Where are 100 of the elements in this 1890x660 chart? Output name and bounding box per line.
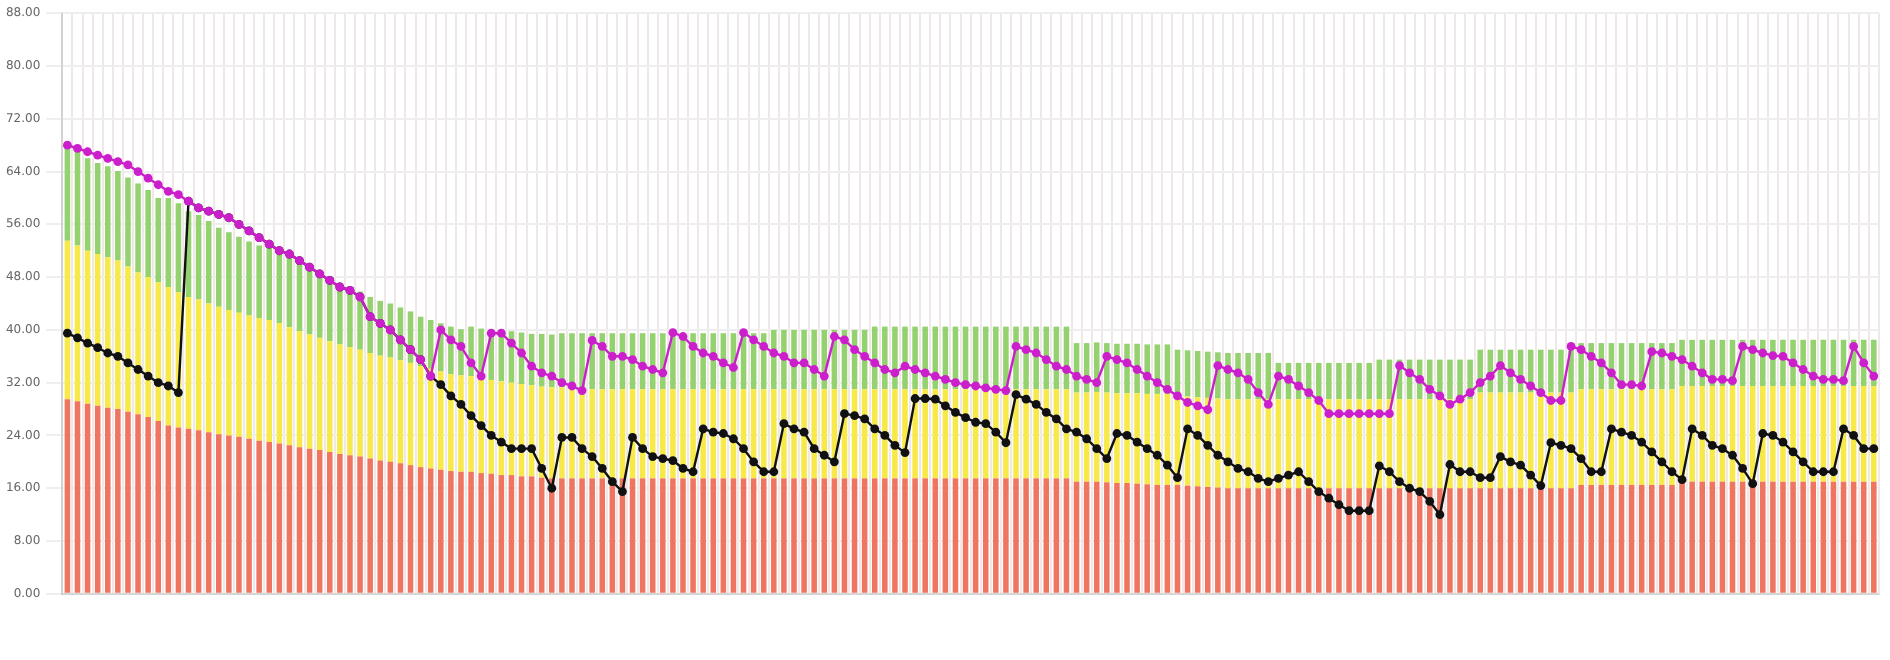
bar bbox=[226, 435, 232, 593]
bar bbox=[549, 478, 555, 593]
bar bbox=[175, 427, 182, 593]
bar bbox=[1497, 488, 1504, 593]
bar bbox=[316, 337, 323, 450]
bar bbox=[296, 331, 303, 448]
bar bbox=[569, 478, 575, 593]
bar bbox=[1426, 399, 1433, 489]
bar bbox=[104, 257, 111, 408]
bar bbox=[327, 451, 333, 593]
bar bbox=[700, 478, 706, 593]
bar bbox=[185, 296, 192, 429]
bar bbox=[1770, 385, 1776, 482]
bar bbox=[195, 430, 202, 593]
bar bbox=[649, 478, 656, 593]
bar bbox=[1568, 392, 1574, 489]
bar bbox=[246, 438, 252, 593]
bar bbox=[912, 478, 918, 593]
bar bbox=[135, 272, 141, 415]
bar bbox=[1194, 486, 1201, 593]
bar bbox=[1850, 481, 1857, 593]
bar bbox=[1376, 488, 1383, 593]
bar bbox=[1093, 391, 1100, 482]
bar bbox=[165, 425, 172, 593]
bar bbox=[660, 478, 666, 593]
bar bbox=[831, 478, 838, 593]
bar bbox=[1699, 481, 1706, 593]
bar bbox=[1800, 385, 1806, 482]
bar bbox=[962, 478, 969, 593]
bar bbox=[710, 478, 717, 593]
bar bbox=[1023, 389, 1029, 479]
bar bbox=[1114, 482, 1120, 593]
bar bbox=[438, 371, 444, 470]
bar bbox=[296, 447, 303, 593]
bar bbox=[286, 445, 293, 593]
bar bbox=[367, 352, 373, 459]
bar bbox=[579, 478, 585, 593]
bar bbox=[407, 465, 414, 593]
bar bbox=[1346, 362, 1352, 400]
bar bbox=[216, 434, 222, 593]
bar bbox=[306, 334, 313, 449]
bar bbox=[1638, 484, 1645, 593]
bar bbox=[1871, 481, 1877, 593]
bar bbox=[1063, 478, 1070, 593]
bar bbox=[115, 260, 121, 410]
bar bbox=[458, 471, 464, 593]
bar bbox=[347, 455, 353, 593]
bar bbox=[155, 282, 161, 421]
bar bbox=[922, 478, 928, 593]
bar bbox=[1477, 488, 1483, 593]
bar bbox=[1669, 389, 1675, 485]
bar bbox=[387, 461, 394, 593]
bar bbox=[246, 241, 252, 316]
bar bbox=[1336, 488, 1342, 593]
bar bbox=[1628, 484, 1635, 593]
bar bbox=[145, 277, 151, 417]
bar bbox=[407, 362, 414, 466]
bar bbox=[397, 360, 404, 464]
bar bbox=[226, 310, 232, 436]
bar bbox=[871, 478, 878, 593]
bar bbox=[1245, 488, 1251, 593]
bar bbox=[488, 473, 495, 593]
bar bbox=[1770, 481, 1776, 593]
bar bbox=[367, 458, 373, 593]
bar bbox=[1275, 488, 1282, 593]
bar bbox=[1336, 399, 1342, 489]
bar bbox=[1659, 389, 1665, 485]
bar bbox=[1790, 385, 1796, 482]
bar bbox=[256, 318, 262, 441]
bar bbox=[1810, 385, 1817, 482]
bar bbox=[256, 440, 262, 593]
bar bbox=[811, 478, 817, 593]
bar bbox=[1527, 488, 1534, 593]
bar bbox=[216, 227, 222, 307]
bar bbox=[1356, 399, 1362, 489]
bar bbox=[1346, 488, 1352, 593]
bar bbox=[1558, 349, 1564, 393]
bar bbox=[377, 460, 384, 593]
bar bbox=[1507, 488, 1514, 593]
bar bbox=[1659, 484, 1665, 593]
bar bbox=[750, 478, 757, 593]
bar bbox=[680, 389, 686, 479]
bar bbox=[720, 478, 727, 593]
bar bbox=[1871, 385, 1877, 482]
bar bbox=[266, 320, 273, 443]
bar bbox=[115, 409, 121, 593]
bar bbox=[1588, 484, 1595, 593]
bar bbox=[599, 389, 606, 479]
bar bbox=[1245, 399, 1251, 489]
bar bbox=[1578, 389, 1584, 485]
bar bbox=[922, 389, 928, 479]
bar bbox=[781, 478, 787, 593]
bar bbox=[1326, 362, 1332, 400]
bar bbox=[1003, 478, 1009, 593]
bar bbox=[821, 389, 828, 479]
bar bbox=[1366, 362, 1372, 400]
bar bbox=[892, 389, 898, 479]
bar bbox=[1840, 481, 1847, 593]
bar bbox=[1215, 487, 1221, 593]
bar bbox=[1517, 488, 1524, 593]
